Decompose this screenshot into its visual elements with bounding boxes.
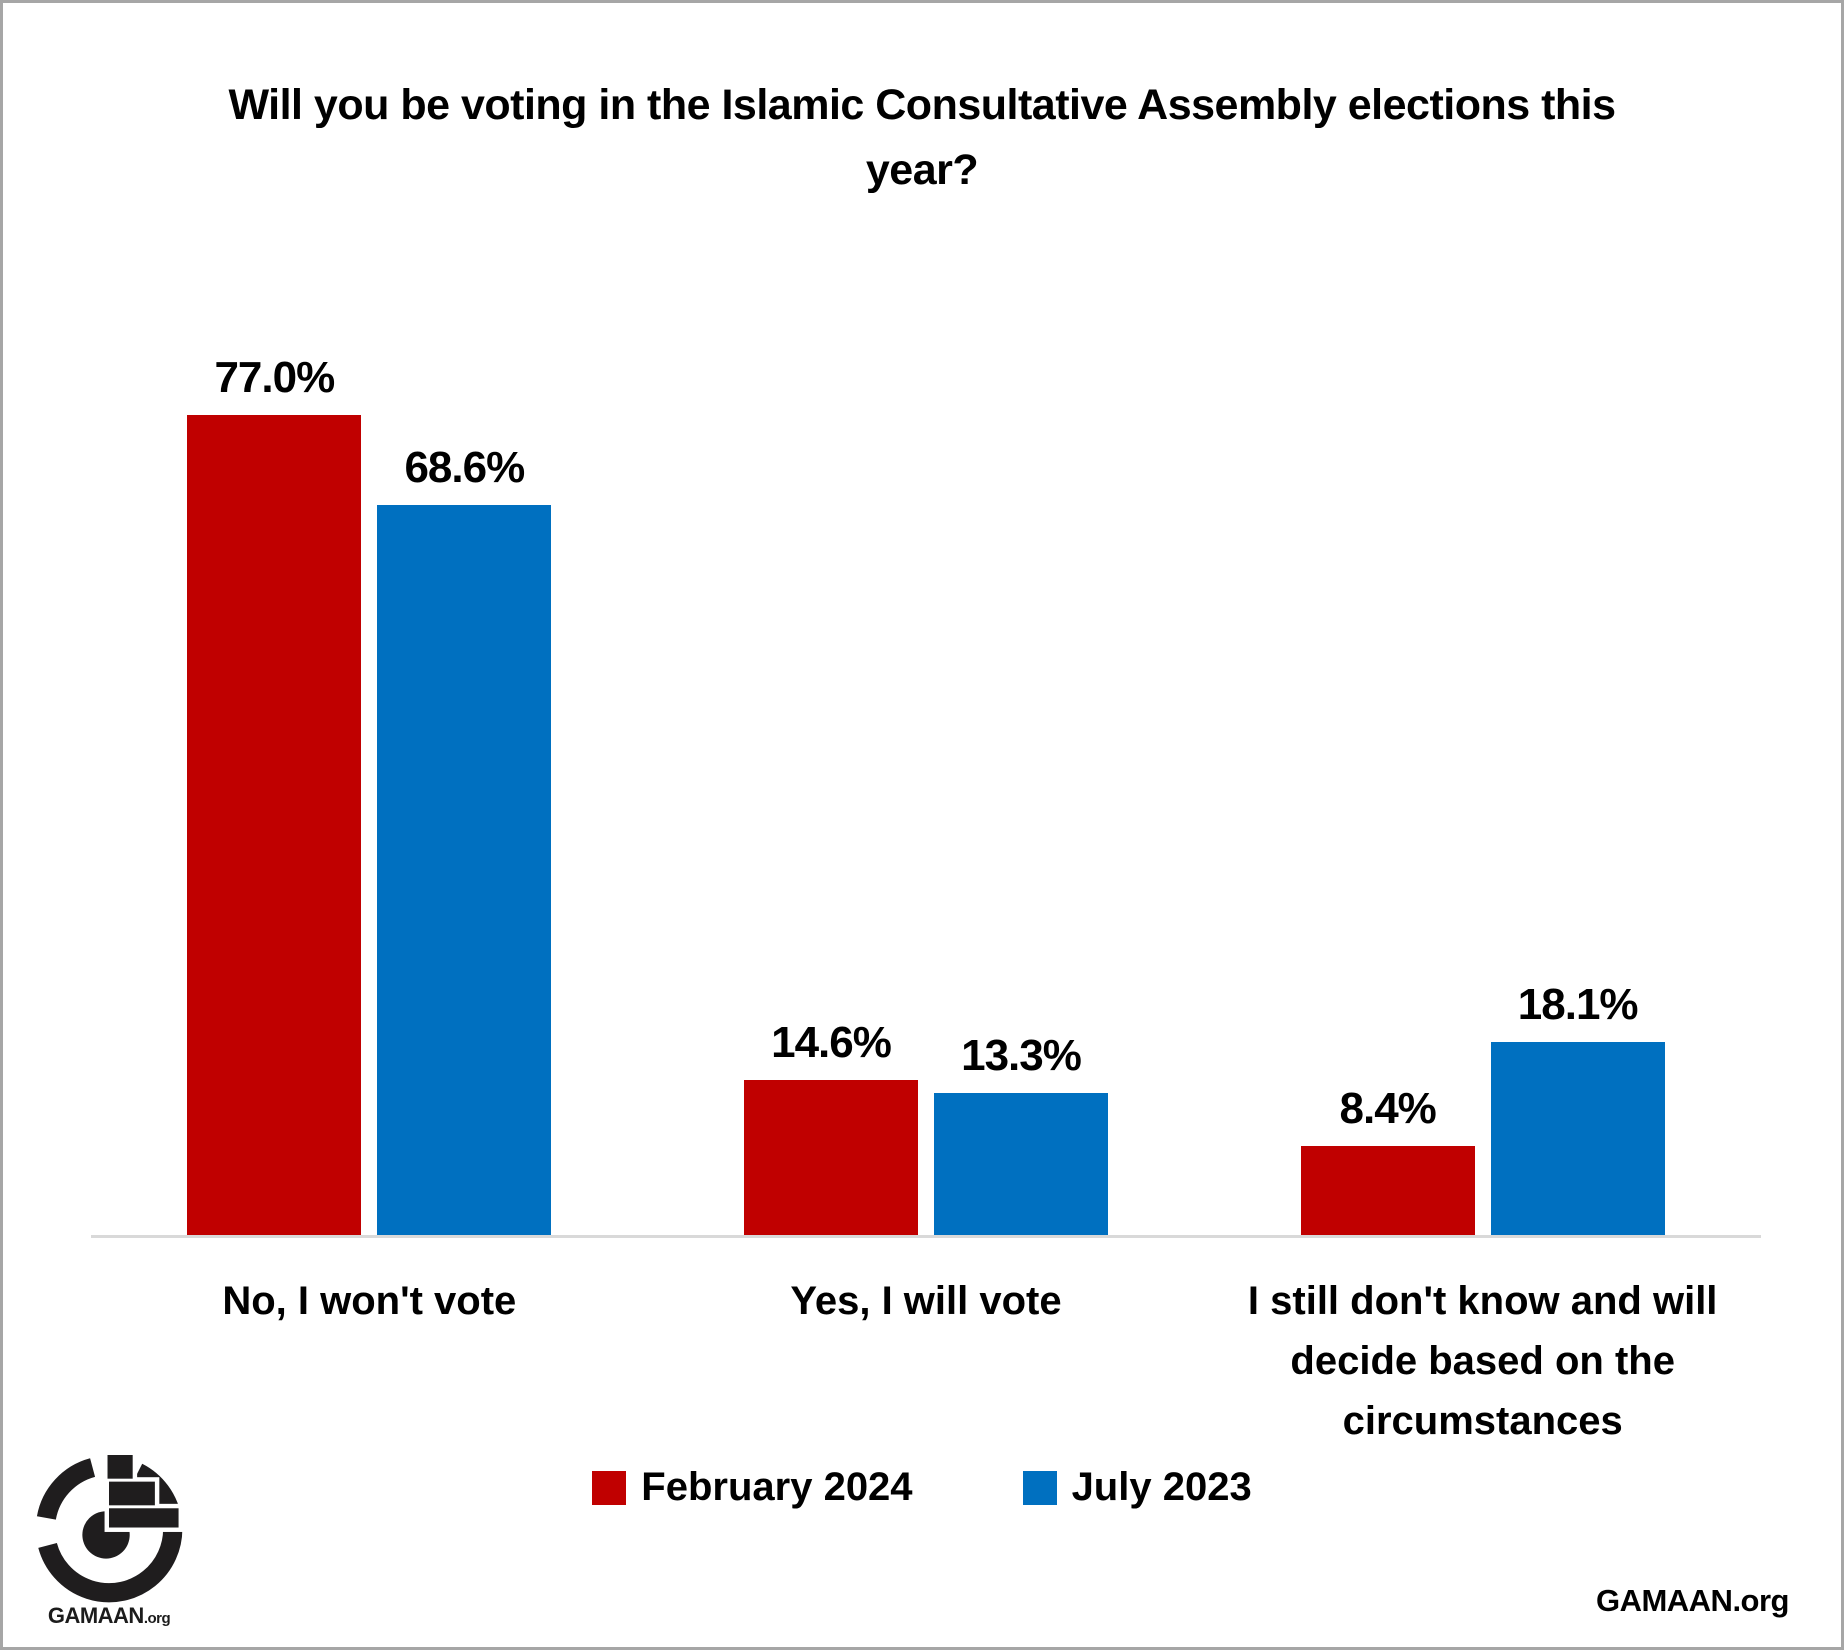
bar (934, 1093, 1108, 1235)
legend-swatch (1022, 1470, 1057, 1505)
bar-value-label: 68.6% (404, 443, 525, 492)
plot-area: 77.0% 68.6% 14.6% 13.3% 8.4% 18.1% (91, 253, 1761, 1238)
bar-group: 77.0% 68.6% (91, 253, 648, 1235)
bar-value-label: 14.6% (771, 1018, 892, 1067)
gamaan-logo-suffix: .org (143, 1610, 171, 1627)
bar-column: 18.1% (1490, 980, 1665, 1235)
bar-group: 8.4% 18.1% (1204, 253, 1761, 1235)
footer-brand: GAMAAN.org (1595, 1583, 1790, 1618)
legend-swatch (592, 1470, 627, 1505)
legend-item: July 2023 (1022, 1465, 1252, 1510)
bar-column: 14.6% (744, 1018, 918, 1235)
bar (1490, 1042, 1665, 1235)
bar (1300, 1146, 1475, 1235)
bar-group: 14.6% 13.3% (648, 253, 1205, 1235)
bar-column: 8.4% (1300, 1084, 1475, 1235)
bar-column: 13.3% (934, 1031, 1108, 1235)
bar-value-label: 77.0% (214, 353, 335, 402)
chart-title: Will you be voting in the Islamic Consul… (228, 81, 1616, 194)
category-label-text: Yes, I will vote (790, 1279, 1062, 1323)
legend-item: February 2024 (592, 1465, 913, 1510)
category-label: No, I won't vote (91, 1271, 648, 1451)
legend-label: February 2024 (641, 1465, 913, 1509)
bar (377, 505, 552, 1235)
category-label-text: I still don't know and will decide based… (1247, 1279, 1718, 1443)
category-axis: No, I won't vote Yes, I will vote I still … (91, 1271, 1761, 1451)
bar-value-label: 18.1% (1517, 980, 1639, 1029)
bar-column: 68.6% (377, 443, 552, 1235)
bar (744, 1080, 918, 1235)
bar-column: 77.0% (187, 353, 362, 1235)
gamaan-logo-name: GAMAAN (47, 1603, 145, 1628)
bar-value-label: 13.3% (961, 1031, 1082, 1080)
gamaan-logo: GAMAAN.org (29, 1455, 189, 1629)
bar (187, 415, 362, 1235)
gamaan-logo-text: GAMAAN.org (29, 1603, 189, 1629)
chart-legend: February 2024 July 2023 (3, 1465, 1841, 1510)
legend-label: July 2023 (1071, 1465, 1252, 1509)
category-label: I still don't know and will decide based… (1204, 1271, 1761, 1451)
gamaan-logo-icon (36, 1455, 183, 1603)
category-label-text: No, I won't vote (222, 1279, 517, 1323)
category-label: Yes, I will vote (648, 1271, 1205, 1451)
bar-value-label: 8.4% (1339, 1084, 1437, 1133)
